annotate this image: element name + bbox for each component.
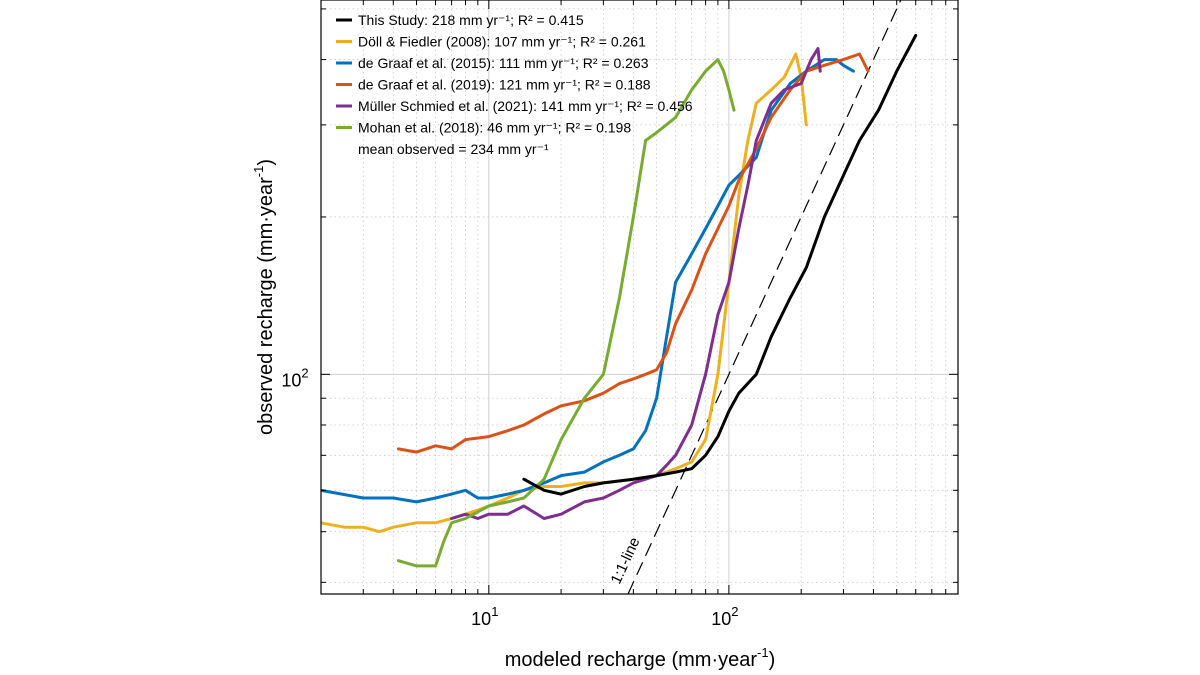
series-line-6 xyxy=(396,58,736,568)
series-layer xyxy=(321,33,918,568)
y-tick-label: 102 xyxy=(281,365,308,390)
plot-background xyxy=(321,0,958,594)
x-tick-label: 102 xyxy=(711,604,738,629)
mean-observed-label: mean observed = 234 mm yr⁻¹ xyxy=(358,141,549,157)
ticks: 101 102 102 xyxy=(281,0,959,629)
y-axis-title: observed recharge (mm·year-1) xyxy=(251,159,277,435)
series-line-5 xyxy=(450,47,822,520)
legend-entry: Döll & Fiedler (2008): 107 mm yr⁻¹; R² =… xyxy=(358,34,646,50)
legend-entry: de Graaf et al. (2015): 111 mm yr⁻¹; R² … xyxy=(358,55,649,71)
legend-entry: This Study: 218 mm yr⁻¹; R² = 0.415 xyxy=(358,12,584,28)
plot-frame xyxy=(320,0,959,595)
x-axis-title: modeled recharge (mm·year-1) xyxy=(505,645,776,671)
series-line-3 xyxy=(321,58,855,504)
series-line-4 xyxy=(396,52,870,454)
legend-entry: de Graaf et al. (2019): 121 mm yr⁻¹; R² … xyxy=(358,77,651,93)
legend-entry: Mohan et al. (2018): 46 mm yr⁻¹; R² = 0.… xyxy=(358,120,631,136)
one-to-one-line xyxy=(627,0,902,594)
series-line-1 xyxy=(522,33,918,496)
legend: This Study: 218 mm yr⁻¹; R² = 0.415 Döll … xyxy=(336,12,693,157)
x-tick-label: 101 xyxy=(471,604,498,629)
grid xyxy=(321,0,958,594)
legend-entry: Müller Schmied et al. (2021): 141 mm yr⁻… xyxy=(358,98,693,114)
series-line-2 xyxy=(321,52,808,534)
